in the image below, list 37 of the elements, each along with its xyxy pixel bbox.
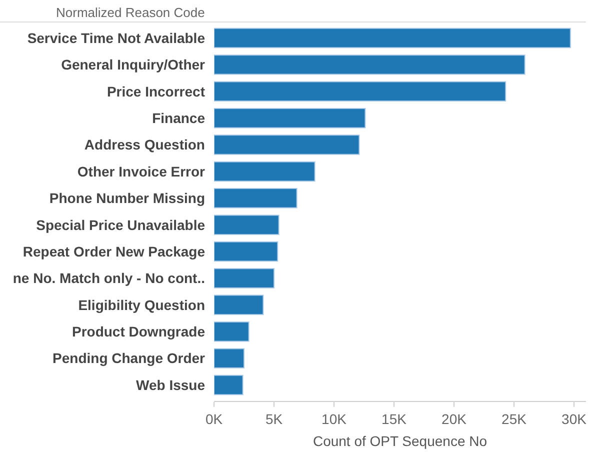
y-tick-label: Finance — [152, 110, 206, 126]
y-tick-label: Price Incorrect — [106, 83, 206, 100]
y-tick-label: Web Issue — [136, 376, 206, 393]
y-tick-label: Eligibility Question — [78, 296, 205, 313]
y-tick-label: General Inquiry/Other — [61, 56, 206, 73]
x-tick-label: 20K — [442, 410, 468, 427]
bar — [214, 241, 278, 262]
y-tick-label: Service Time Not Available — [27, 30, 206, 46]
y-tick-label: Phone Number Missing — [49, 190, 205, 206]
x-tick-label: 10K — [322, 410, 348, 427]
bar — [214, 348, 244, 368]
bar — [214, 374, 244, 396]
bar — [214, 268, 274, 288]
y-tick-label: ne No. Match only - No cont.. — [12, 270, 205, 286]
bar — [214, 134, 360, 155]
y-tick-label: Other Invoice Error — [77, 163, 206, 180]
x-tick-label: 0K — [205, 410, 224, 427]
y-axis-title: Normalized Reason Code — [56, 5, 205, 20]
x-tick-label: 25K — [502, 410, 528, 427]
bar — [214, 108, 366, 128]
y-tick-label: Product Downgrade — [72, 324, 206, 340]
y-tick-label: Address Question — [84, 136, 205, 153]
y-tick-label: Special Price Unavailable — [36, 216, 206, 233]
bar — [214, 214, 280, 235]
bar — [214, 188, 298, 208]
bar — [214, 161, 316, 182]
bar — [214, 28, 571, 48]
y-tick-label: Repeat Order New Package — [22, 243, 206, 260]
bar — [214, 294, 264, 316]
bar — [214, 322, 250, 342]
x-tick-label: 15K — [382, 410, 408, 427]
x-tick-label: 30K — [562, 410, 588, 427]
x-axis-title: Count of OPT Sequence No — [312, 433, 488, 450]
x-tick-label: 5K — [265, 410, 284, 427]
bar — [214, 54, 526, 75]
y-tick-label: Pending Change Order — [52, 350, 206, 366]
bar — [214, 81, 506, 102]
